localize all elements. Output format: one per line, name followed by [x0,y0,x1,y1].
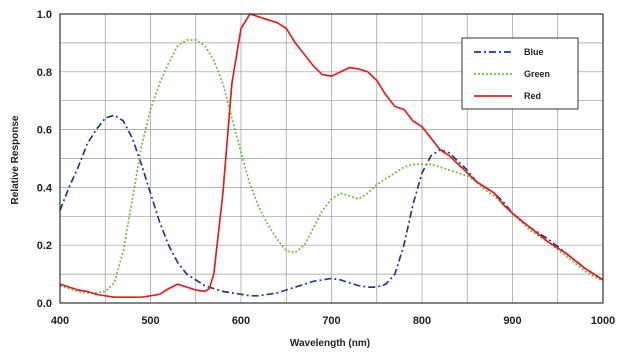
x-tick-label: 900 [503,315,521,327]
y-tick-label: 0.4 [37,182,53,194]
x-tick-label: 400 [51,315,69,327]
x-tick-label: 800 [413,315,431,327]
y-tick-label: 0.8 [37,67,52,79]
y-tick-label: 1.0 [37,9,52,21]
legend: Blue Green Red [461,37,579,110]
series-line-red [59,13,604,299]
x-tick-label: 600 [232,315,250,327]
x-tick-label: 500 [141,315,159,327]
legend-item-red: Red [474,91,541,101]
legend-label-red: Red [524,91,541,101]
plot-frame [59,13,604,304]
x-axis-ticks: 400 500 600 700 800 900 1000 [51,315,615,327]
y-tick-label: 0.0 [37,298,52,310]
y-axis-ticks: 0.0 0.2 0.4 0.6 0.8 1.0 [37,9,53,310]
legend-label-green: Green [524,69,550,79]
x-axis-title: Wavelength (nm) [290,338,370,349]
legend-item-green: Green [474,69,550,79]
legend-item-blue: Blue [474,47,544,57]
x-tick-label: 700 [322,315,340,327]
y-tick-label: 0.2 [37,240,52,252]
y-tick-label: 0.6 [37,125,52,137]
series-lines [59,13,604,299]
legend-box [461,37,579,110]
y-axis-title: Relative Response [10,115,21,204]
x-tick-label: 1000 [591,315,615,327]
legend-label-blue: Blue [524,47,544,57]
